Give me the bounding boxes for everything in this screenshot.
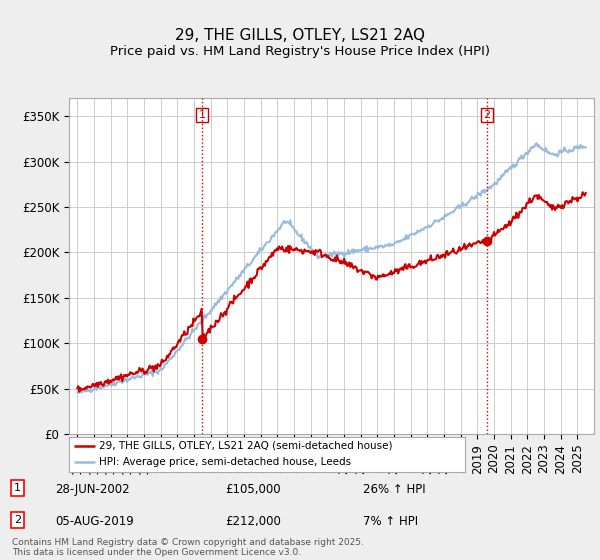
Text: 1: 1 bbox=[14, 483, 21, 493]
Text: 29, THE GILLS, OTLEY, LS21 2AQ: 29, THE GILLS, OTLEY, LS21 2AQ bbox=[175, 28, 425, 43]
Text: 1: 1 bbox=[199, 110, 206, 120]
Text: Contains HM Land Registry data © Crown copyright and database right 2025.
This d: Contains HM Land Registry data © Crown c… bbox=[12, 538, 364, 557]
Text: 7% ↑ HPI: 7% ↑ HPI bbox=[364, 515, 418, 528]
Text: 26% ↑ HPI: 26% ↑ HPI bbox=[364, 483, 426, 496]
Text: 05-AUG-2019: 05-AUG-2019 bbox=[55, 515, 134, 528]
Text: Price paid vs. HM Land Registry's House Price Index (HPI): Price paid vs. HM Land Registry's House … bbox=[110, 45, 490, 58]
Text: HPI: Average price, semi-detached house, Leeds: HPI: Average price, semi-detached house,… bbox=[98, 457, 351, 467]
Text: 28-JUN-2002: 28-JUN-2002 bbox=[55, 483, 130, 496]
Text: 2: 2 bbox=[484, 110, 491, 120]
Text: £212,000: £212,000 bbox=[225, 515, 281, 528]
Text: 2: 2 bbox=[14, 515, 22, 525]
Text: 29, THE GILLS, OTLEY, LS21 2AQ (semi-detached house): 29, THE GILLS, OTLEY, LS21 2AQ (semi-det… bbox=[98, 441, 392, 451]
Text: £105,000: £105,000 bbox=[225, 483, 281, 496]
